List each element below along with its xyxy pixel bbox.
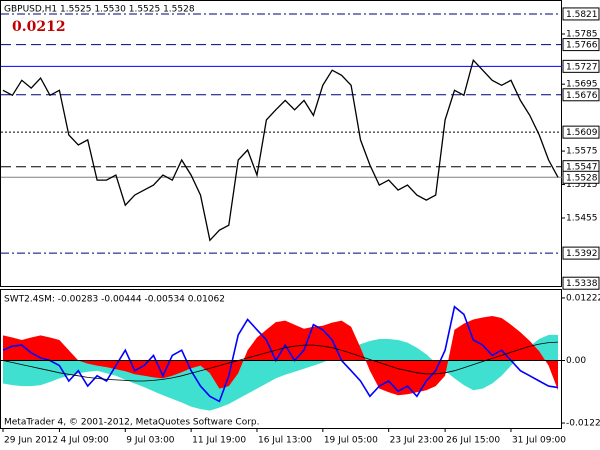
level-label-box xyxy=(562,125,600,139)
level-label: 1.5727 xyxy=(566,62,598,72)
level-label-box xyxy=(562,246,600,260)
x-tick-label: 29 Jun 2012 xyxy=(4,436,58,446)
level-label: 1.5338 xyxy=(566,279,598,289)
chart-layer: 1.5785 1.5695 1.5575 1.5515 1.5455 1.5821 1.57… xyxy=(1,7,600,446)
x-tick-label: 26 Jul 15:00 xyxy=(446,436,500,446)
x-tick-label: 9 Jul 03:00 xyxy=(126,436,175,446)
level-label: 1.5609 xyxy=(566,128,598,138)
level-label-box xyxy=(562,170,600,184)
y-tick-label: 1.5695 xyxy=(566,80,598,90)
level-label: 1.5392 xyxy=(566,249,598,259)
level-label: 1.5528 xyxy=(566,173,598,183)
indicator-line xyxy=(2,305,559,403)
price-line xyxy=(2,58,559,242)
indicator-area xyxy=(3,334,558,411)
y-tick-label: 1.5515 xyxy=(566,180,598,190)
y-tick-label: 1.5575 xyxy=(566,147,598,157)
y-tick-label: 0.00 xyxy=(566,356,586,366)
x-tick-label: 16 Jul 13:00 xyxy=(258,436,312,446)
main-window xyxy=(0,0,562,287)
level-label-box xyxy=(562,7,600,21)
y-tick-label: 0.01222 xyxy=(566,293,600,303)
y-tick-label: 1.5455 xyxy=(566,213,598,223)
x-tick-label: 11 Jul 19:00 xyxy=(192,436,246,446)
level-label-box xyxy=(562,276,600,290)
indicator-line xyxy=(2,341,559,382)
level-label-box xyxy=(562,59,600,73)
level-label: 1.5676 xyxy=(566,91,598,101)
x-tick-label: 4 Jul 09:00 xyxy=(60,436,109,446)
annotation: 0.0212 xyxy=(12,19,66,35)
indicator-title: SWT2.4SM: -0.00283 -0.00444 -0.00534 0.0… xyxy=(4,295,225,305)
level-label-box xyxy=(562,88,600,102)
y-tick-label: 1.5785 xyxy=(566,30,598,40)
level-label-box xyxy=(562,38,600,52)
level-label: 1.5547 xyxy=(566,163,598,173)
indicator-area xyxy=(3,316,558,396)
x-tick-label: 23 Jul 23:00 xyxy=(390,436,444,446)
chart-header: GBPUSD,H1 1.5525 1.5530 1.5525 1.5528 xyxy=(4,5,195,15)
x-tick-label: 31 Jul 09:00 xyxy=(512,436,566,446)
indicator-window xyxy=(0,289,562,429)
level-label: 1.5766 xyxy=(566,41,598,51)
footer: MetaTrader 4, © 2001-2012, MetaQuotes So… xyxy=(4,418,260,428)
x-tick-label: 19 Jul 05:00 xyxy=(324,436,378,446)
y-tick-label: -0.01222 xyxy=(566,419,600,429)
level-label: 1.5821 xyxy=(566,10,598,20)
